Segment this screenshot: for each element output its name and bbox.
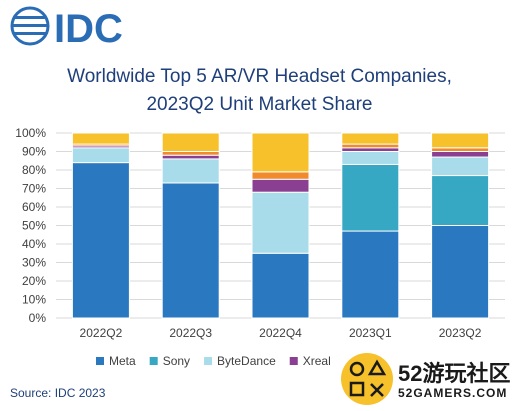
- y-tick-label: 70%: [22, 182, 46, 196]
- bar-segment: [341, 163, 400, 232]
- x-tick-label: 2022Q2: [80, 326, 123, 340]
- y-tick-label: 50%: [22, 219, 46, 233]
- bar-segment: [431, 156, 490, 177]
- bar-segment: [431, 147, 490, 152]
- x-tick-label: 2022Q3: [169, 326, 212, 340]
- bar-segment: [341, 132, 400, 145]
- y-tick-label: 100%: [15, 126, 46, 140]
- legend-swatch: [204, 357, 213, 365]
- bar-segment: [71, 162, 130, 319]
- y-tick-label: 30%: [22, 256, 46, 270]
- bar-segment: [251, 178, 310, 193]
- bar-segment: [431, 225, 490, 319]
- bar-segment: [431, 175, 490, 226]
- stacked-bar-chart: 0% 10% 20% 30% 40% 50% 60% 70% 80% 90% 100% 2022Q2 2…: [15, 126, 505, 368]
- y-tick-label: 40%: [22, 237, 46, 251]
- bar-segment: [161, 158, 220, 184]
- y-tick-label: 90%: [22, 145, 46, 159]
- x-tick-label: 2022Q4: [259, 326, 302, 340]
- y-tick-label: 80%: [22, 163, 46, 177]
- x-tick-label: 2023Q2: [439, 326, 482, 340]
- logo-text: IDC: [54, 7, 123, 48]
- bar-segment: [161, 132, 220, 152]
- bar-segment: [161, 151, 220, 156]
- bar-segment: [341, 143, 400, 149]
- legend-label: ByteDance: [217, 354, 276, 368]
- gamepad-symbols-icon: [341, 353, 393, 405]
- bar-segment: [431, 132, 490, 149]
- legend-swatch: [149, 357, 158, 365]
- bar-segment: [251, 252, 310, 319]
- legend-swatch: [96, 357, 104, 365]
- legend-label: Sony: [163, 354, 190, 368]
- globe-icon: [10, 6, 50, 46]
- bar-segment: [341, 230, 400, 319]
- y-tick-label: 60%: [22, 200, 46, 214]
- legend-swatch: [289, 357, 298, 365]
- y-tick-label: 20%: [22, 274, 46, 288]
- bar-segment: [71, 132, 130, 145]
- legend-label: Xreal: [303, 354, 331, 368]
- bar-segment: [251, 191, 310, 254]
- watermark-brand-cn: 52游玩社区: [398, 361, 511, 386]
- bar-segment: [251, 171, 310, 180]
- watermark: 52游玩社区 52GAMERS.COM: [340, 352, 515, 408]
- chart-title-line-2: 2023Q2 Unit Market Share: [146, 94, 373, 115]
- watermark-brand-en: 52GAMERS.COM: [398, 386, 508, 400]
- bar-segment: [341, 151, 400, 165]
- source-note: Source: IDC 2023: [10, 386, 106, 400]
- bar-segment: [161, 154, 220, 160]
- bar-segment: [161, 182, 220, 319]
- chart-title-line-1: Worldwide Top 5 AR/VR Headset Companies,: [67, 66, 452, 87]
- x-tick-label: 2023Q1: [349, 326, 392, 340]
- y-tick-label: 0%: [29, 311, 47, 325]
- bar-segment: [251, 132, 310, 173]
- bar-segment: [431, 151, 490, 158]
- bar-segment: [71, 147, 130, 164]
- bar-segment: [341, 147, 400, 152]
- idc-logo: IDC: [10, 6, 123, 48]
- y-tick-label: 10%: [22, 293, 46, 307]
- legend-label: Meta: [109, 354, 136, 368]
